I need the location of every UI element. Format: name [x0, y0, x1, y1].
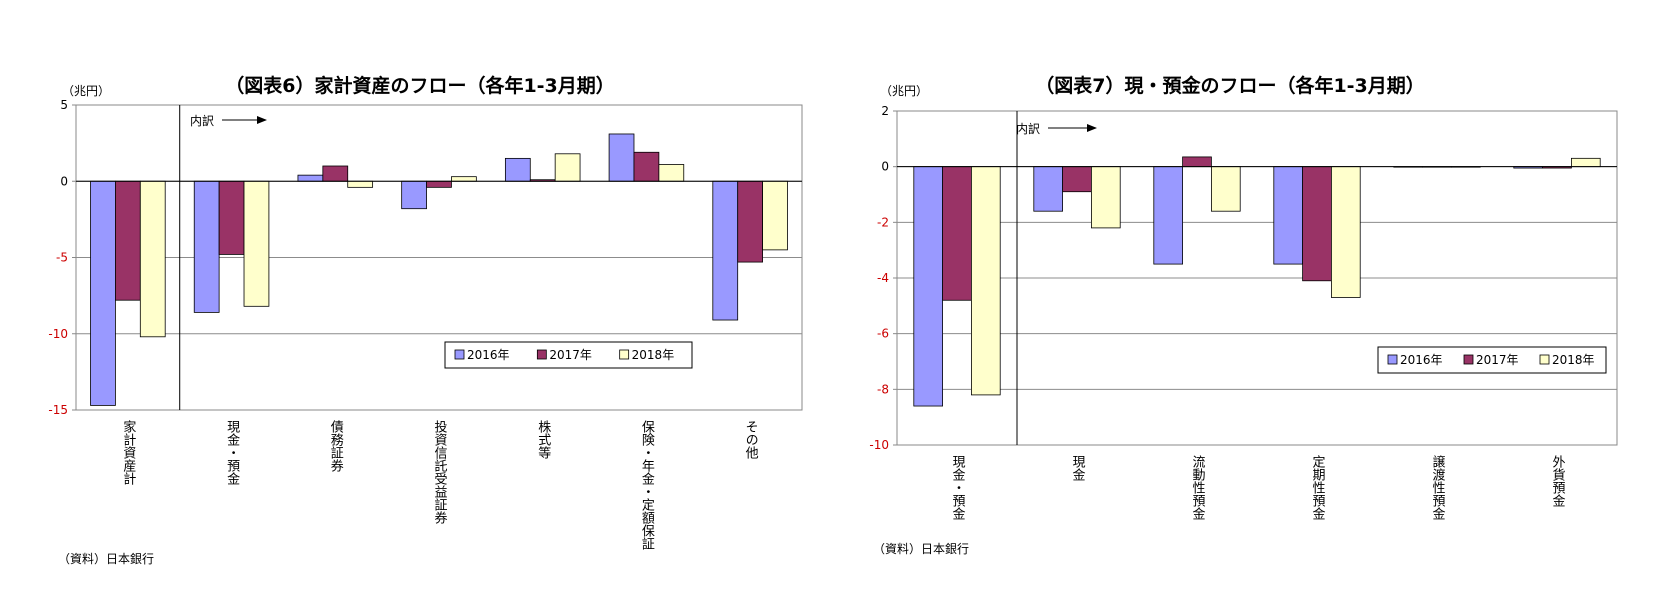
chart-7-unit-label: （兆円）	[880, 84, 928, 98]
chart-6-plot-area: 5 0 -5 -10 -15 家計資産計 現金・預金 債務証券 投資信託受益証券 株式等 保険・年金…	[48, 98, 803, 550]
legend-swatch	[454, 349, 465, 360]
bar-6-series-3	[1571, 157, 1601, 168]
chart-6: （図表6）家計資産のフロー（各年1-3月期） （兆円） （資料）日本銀行 5 0 -…	[48, 74, 803, 566]
y-tick-label: 2	[881, 104, 889, 118]
bar-5-series-1	[504, 157, 531, 182]
y-tick-label: 0	[60, 174, 68, 188]
category-label: 保険・年金・定額保証	[639, 420, 655, 550]
category-label: 定期性預金	[1310, 455, 1326, 520]
bar-6-series-3	[658, 164, 685, 182]
bar-1-series-1	[90, 180, 116, 406]
bar-6-series-2	[633, 151, 660, 182]
bar-3-series-2	[1182, 156, 1212, 168]
category-label: 現金・預金	[950, 455, 966, 520]
bar-5-series-3	[554, 153, 581, 182]
bar-3-series-2	[322, 165, 349, 182]
legend-swatch	[1387, 354, 1398, 365]
category-label: 外貨預金	[1550, 455, 1566, 507]
legend-swatch	[1463, 354, 1474, 365]
bar-7-series-1	[712, 180, 739, 321]
bar-4-series-1	[401, 180, 427, 210]
bar-4-series-2	[426, 180, 452, 188]
legend-box	[1377, 346, 1607, 374]
y-tick-label: -5	[56, 251, 68, 265]
legend-swatch	[619, 349, 630, 360]
y-tick-label: -10	[869, 438, 889, 452]
chart-7: （図表7）現・預金のフロー（各年1-3月期） （兆円） （資料）日本銀行 2 0 -…	[869, 74, 1618, 556]
bar-2-series-1	[193, 180, 220, 313]
y-tick-label: -10	[48, 327, 68, 341]
bar-1-series-3	[139, 180, 166, 338]
chart-6-source: （資料）日本銀行	[58, 552, 154, 566]
legend-box	[444, 341, 693, 369]
bar-6-series-1	[608, 133, 635, 182]
category-label: 株式等	[535, 420, 551, 459]
bar-2-series-3	[1091, 166, 1121, 229]
y-tick-label: -6	[877, 327, 889, 341]
y-tick-label: 5	[60, 98, 68, 112]
bar-1-series-2	[115, 180, 141, 301]
bar-4-series-1	[1273, 166, 1304, 265]
category-label: その他	[743, 420, 759, 460]
bar-2-series-2	[1062, 166, 1092, 193]
chart-7-plot-area: 2 0 -2 -4 -6 -8 -10 現金・預金 現金 流動性預金 定期性預金 譲渡性預金 外貨預金	[869, 104, 1618, 520]
bar-3-series-3	[347, 180, 374, 188]
bar-1-series-1	[913, 166, 943, 407]
bar-2-series-2	[218, 180, 245, 255]
y-tick-label: -15	[48, 403, 68, 417]
chart-7-breakdown-marker: 内訳	[1016, 121, 1097, 136]
category-label: 譲渡性預金	[1430, 454, 1446, 520]
chart-6-legend: 2016年 2017年 2018年	[444, 341, 693, 369]
bar-2-series-3	[243, 180, 270, 307]
chart-7-breakdown-label: 内訳	[1016, 121, 1040, 136]
legend-label: 2016年	[1400, 353, 1443, 367]
y-tick-label: -2	[877, 215, 889, 229]
category-label: 流動性預金	[1190, 455, 1206, 520]
category-label: 現金・預金	[224, 420, 240, 485]
category-label: 投資信託受益証券	[432, 419, 448, 524]
y-tick-label: -8	[877, 382, 889, 396]
legend-swatch	[1539, 354, 1550, 365]
chart-6-unit-label: （兆円）	[62, 84, 110, 98]
bar-4-series-3	[451, 176, 477, 182]
bar-4-series-3	[1331, 166, 1361, 298]
chart-6-title: （図表6）家計資産のフロー（各年1-3月期）	[225, 74, 615, 97]
bar-7-series-2	[737, 180, 763, 263]
legend-label: 2017年	[549, 348, 592, 362]
legend-label: 2017年	[1476, 353, 1519, 367]
bar-3-series-1	[297, 174, 324, 182]
category-label: 債務証券	[328, 420, 344, 472]
bar-1-series-3	[971, 166, 1001, 396]
chart-7-source: （資料）日本銀行	[873, 542, 969, 556]
bar-7-series-3	[762, 180, 788, 251]
bar-3-series-1	[1153, 166, 1184, 265]
category-label: 現金	[1070, 455, 1086, 481]
legend-label: 2018年	[632, 348, 675, 362]
chart-6-breakdown-marker: 内訳	[190, 113, 267, 128]
legend-swatch	[536, 349, 547, 360]
y-tick-label: -4	[877, 271, 889, 285]
bar-2-series-1	[1033, 166, 1064, 212]
bar-1-series-2	[942, 166, 972, 301]
chart-7-legend: 2016年 2017年 2018年	[1377, 346, 1607, 374]
chart-7-title: （図表7）現・預金のフロー（各年1-3月期）	[1035, 74, 1425, 97]
bar-4-series-2	[1302, 166, 1332, 282]
chart-6-breakdown-label: 内訳	[190, 113, 214, 128]
y-tick-label: 0	[881, 160, 889, 174]
legend-label: 2016年	[467, 348, 510, 362]
legend-label: 2018年	[1552, 353, 1595, 367]
category-label: 家計資産計	[120, 419, 136, 485]
bar-3-series-3	[1211, 166, 1241, 212]
